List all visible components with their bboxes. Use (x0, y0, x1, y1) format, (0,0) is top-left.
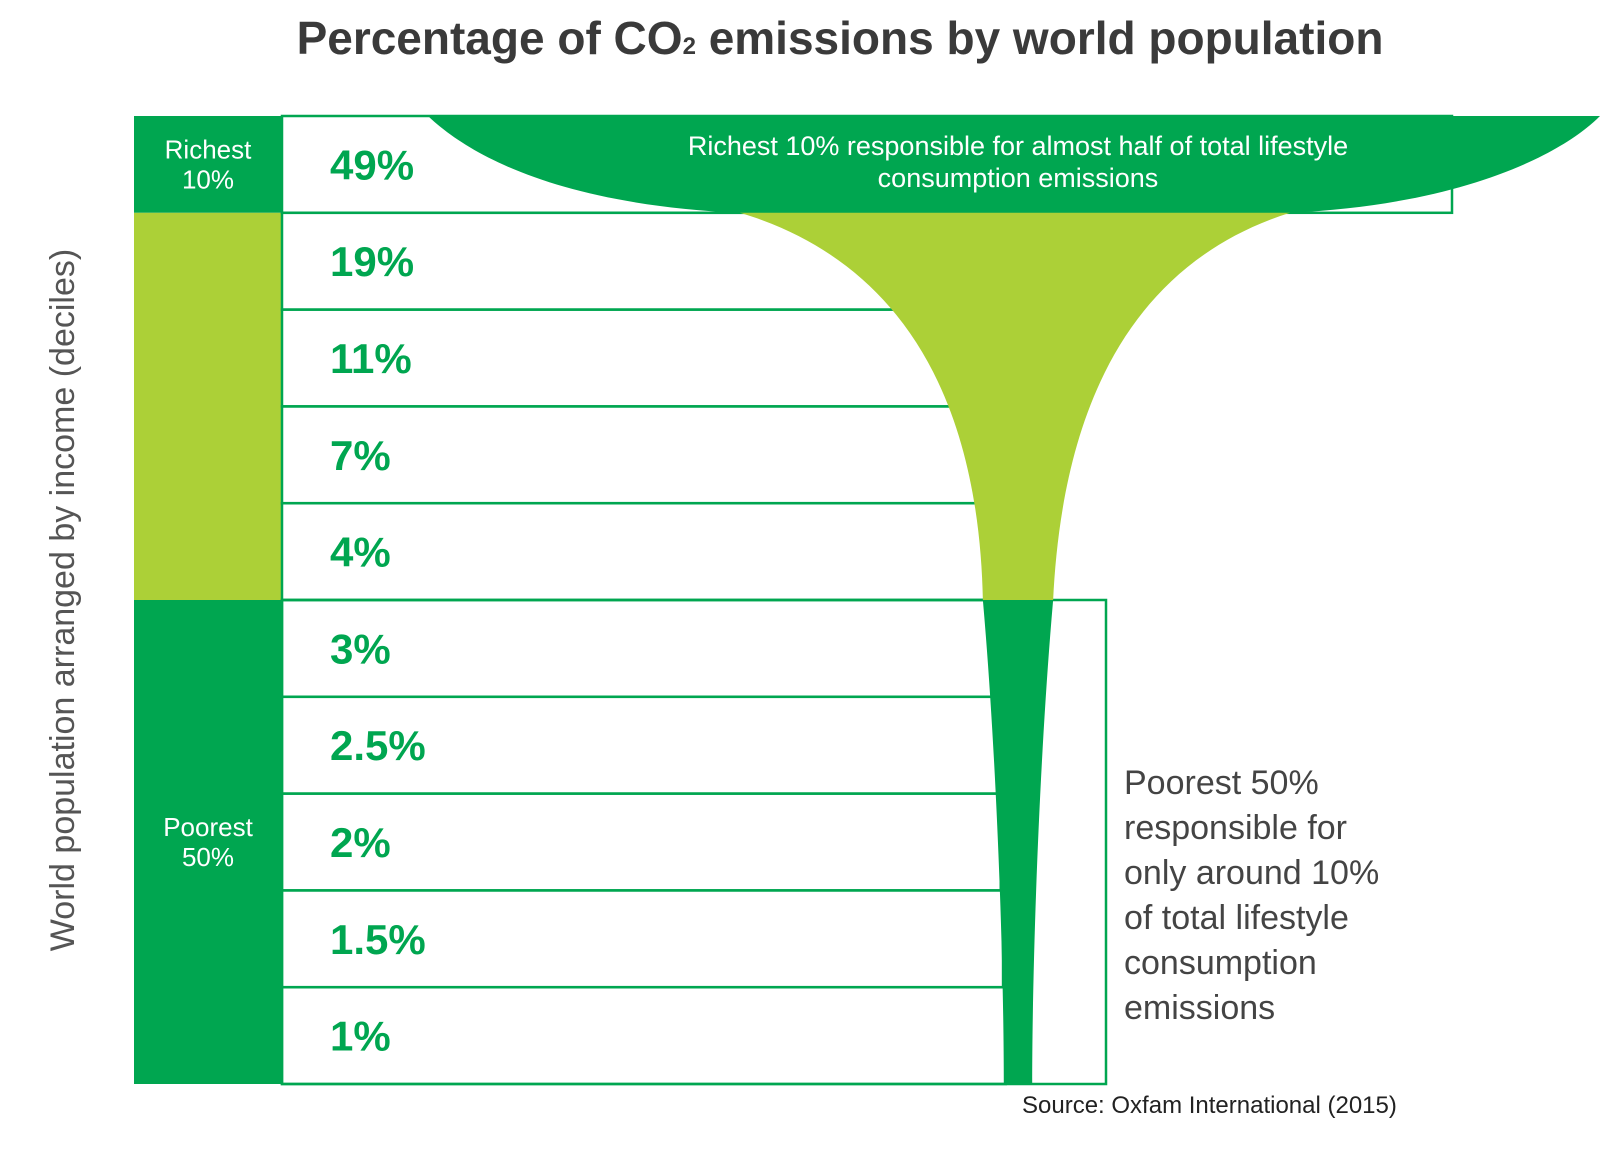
annotation-line: responsible for (1124, 809, 1347, 847)
value-label: 2% (330, 819, 391, 866)
value-label: 4% (330, 529, 391, 576)
group-label-0: Richest 10% (165, 134, 252, 194)
annotation-line: consumption (1124, 944, 1317, 982)
group-label-2: Poorest 50% (163, 812, 253, 872)
chart-text: Percentage of CO2 emissions by world pop… (44, 12, 1397, 1119)
group-label-line: Poorest (163, 812, 253, 842)
value-label: 1.5% (330, 916, 426, 963)
annotation-line: only around 10% (1124, 854, 1379, 892)
group-band-2 (134, 600, 282, 1084)
annotation-line: Poorest 50% (1124, 764, 1319, 802)
annotation-line: Richest 10% responsible for almost half … (688, 131, 1348, 161)
value-label: 2.5% (330, 722, 426, 769)
poorest-frame (280, 598, 1108, 1086)
group-band-1 (134, 212, 282, 601)
group-label-line: 50% (182, 842, 234, 872)
annotation-line: of total lifestyle (1124, 899, 1349, 937)
value-label: 49% (330, 141, 414, 188)
group-band-0 (134, 116, 282, 213)
annotation-line: consumption emissions (878, 163, 1159, 193)
group-label-line: 10% (182, 164, 234, 194)
group-label-line: Richest (165, 134, 252, 164)
chart-title: Percentage of CO2 emissions by world pop… (297, 12, 1384, 64)
annotation-line: emissions (1124, 989, 1275, 1027)
richest-note: Richest 10% responsible for almost half … (688, 131, 1348, 193)
value-label: 1% (330, 1013, 391, 1060)
value-label: 3% (330, 625, 391, 672)
source-note: Source: Oxfam International (2015) (1022, 1092, 1397, 1119)
funnel-middle (740, 212, 1290, 601)
funnel-richest (428, 116, 1600, 213)
y-axis-label: World population arranged by income (dec… (44, 249, 82, 951)
value-label: 7% (330, 432, 391, 479)
poorest-note: Poorest 50% responsible for only around 10… (1124, 764, 1379, 1027)
decile-rows (280, 114, 1454, 1086)
group-fills (134, 116, 282, 1084)
emissions-funnel (428, 116, 1600, 1084)
value-label: 11% (330, 335, 412, 382)
funnel-poorest (982, 600, 1054, 1084)
value-label: 19% (330, 238, 414, 285)
